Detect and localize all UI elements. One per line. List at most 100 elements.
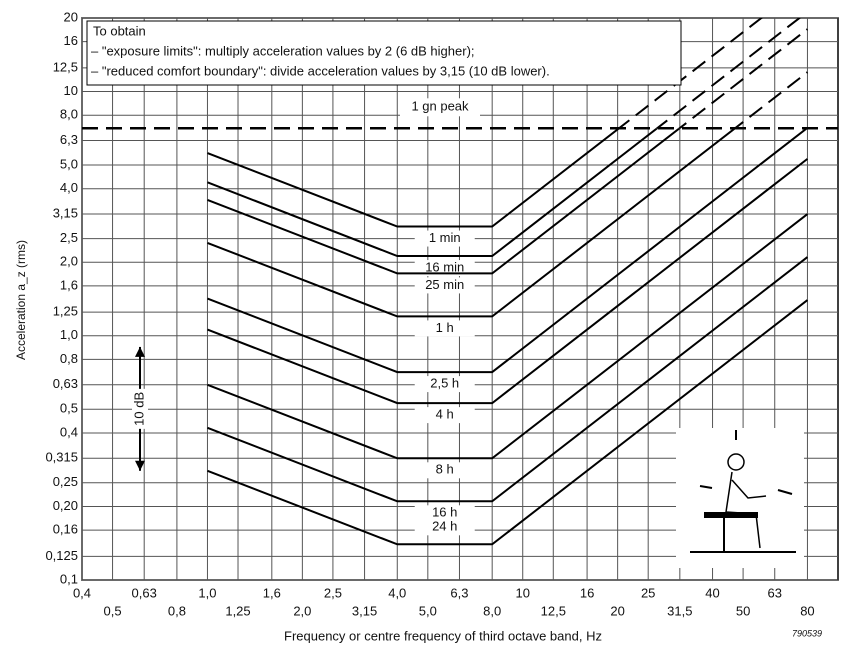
- x-tick-label: 1,25: [225, 603, 250, 618]
- x-tick-label: 6,3: [450, 585, 468, 600]
- curve: [207, 128, 621, 228]
- y-tick-label: 6,3: [60, 132, 78, 147]
- x-tick-label: 0,4: [73, 585, 91, 600]
- y-tick-label: 16: [64, 33, 78, 48]
- curve: [207, 128, 682, 275]
- x-tick-label: 50: [736, 603, 750, 618]
- x-tick-label: 20: [610, 603, 624, 618]
- arrow-head: [135, 346, 145, 357]
- y-tick-label: 0,20: [53, 498, 78, 513]
- y-tick-label: 0,1: [60, 571, 78, 586]
- x-tick-label: 16: [580, 585, 594, 600]
- y-tick-label: 0,4: [60, 424, 78, 439]
- y-tick-label: 2,5: [60, 230, 78, 245]
- curve-label-bg: [414, 277, 475, 294]
- y-tick-label: 8,0: [60, 107, 78, 122]
- curve-label-bg: [414, 320, 475, 337]
- curve-label-bg: [414, 260, 475, 277]
- x-tick-label: 80: [800, 603, 814, 618]
- x-axis-label: Frequency or centre frequency of third o…: [284, 628, 602, 643]
- x-tick-label: 40: [705, 585, 719, 600]
- y-tick-label: 12,5: [53, 59, 78, 74]
- curve-label: 16 min: [425, 259, 464, 274]
- x-tick-label: 3,15: [352, 603, 377, 618]
- y-tick-label: 0,8: [60, 351, 78, 366]
- y-tick-label: 4,0: [60, 180, 78, 195]
- curve-clip: [207, 213, 809, 460]
- y-tick-label: 0,125: [45, 548, 78, 563]
- curve-clip: [207, 256, 809, 503]
- x-tick-label: 0,5: [104, 603, 122, 618]
- y-tick-label: 10: [64, 83, 78, 98]
- curve-clip: [207, 71, 809, 318]
- y-tick-label: 0,16: [53, 522, 78, 537]
- x-tick-label: 5,0: [419, 603, 437, 618]
- y-tick-label: 20: [64, 9, 78, 24]
- curve-label: 4 h: [436, 407, 454, 422]
- x-tick-label: 8,0: [483, 603, 501, 618]
- curve-label: 16 h: [432, 505, 457, 520]
- y-tick-label: 1,6: [60, 277, 78, 292]
- note-line: – "exposure limits": multiply accelerati…: [91, 43, 475, 58]
- arrow-label: 10 dB: [131, 392, 146, 426]
- curve-clip: [207, 28, 809, 275]
- curve-clip: [207, 127, 809, 374]
- y-tick-label: 0,5: [60, 401, 78, 416]
- curve-clip: [207, 299, 809, 546]
- curve: [207, 213, 809, 460]
- arrow-head: [135, 460, 145, 471]
- curve-clip: [207, 18, 802, 258]
- y-tick-label: 0,315: [45, 450, 78, 465]
- curve: [207, 256, 809, 503]
- curve-label: 1 min: [429, 230, 461, 245]
- y-tick-label: 3,15: [53, 205, 78, 220]
- y-tick-label: 5,0: [60, 156, 78, 171]
- x-tick-label: 4,0: [388, 585, 406, 600]
- y-tick-label: 2,0: [60, 254, 78, 269]
- curve-label-bg: [414, 407, 475, 424]
- figure-code: 790539: [792, 628, 822, 638]
- arrow-label-bg: [132, 388, 148, 429]
- y-tick-label: 1,0: [60, 327, 78, 342]
- y-tick-label: 0,63: [53, 376, 78, 391]
- y-tick-label: 0,25: [53, 474, 78, 489]
- seated-person: [676, 428, 804, 568]
- x-tick-label: 31,5: [667, 603, 692, 618]
- peak-label-bg: [400, 98, 480, 117]
- x-tick-label: 10: [515, 585, 529, 600]
- note-box: [86, 20, 682, 86]
- curve: [207, 299, 809, 546]
- x-tick-label: 63: [768, 585, 782, 600]
- curve: [207, 158, 809, 405]
- curve-label: 2,5 h: [430, 376, 459, 391]
- x-tick-label: 0,8: [168, 603, 186, 618]
- x-tick-label: 1,0: [198, 585, 216, 600]
- curve-label: 8 h: [436, 462, 454, 477]
- curve: [207, 128, 737, 318]
- x-tick-label: 2,5: [324, 585, 342, 600]
- curve-label: 1 h: [436, 320, 454, 335]
- x-tick-label: 12,5: [541, 603, 566, 618]
- curve-clip: [207, 158, 809, 405]
- curve: [207, 128, 809, 374]
- curve-label: 24 h: [432, 519, 457, 534]
- curve-label-bg: [414, 376, 475, 393]
- curves: 1 gn peak 1 min 16 min 25 min 1 h 2,5 h 4 h 8 h…: [82, 18, 838, 546]
- x-tick-label: 0,63: [132, 585, 157, 600]
- y-tick-label: 1,25: [53, 304, 78, 319]
- curve-label-bg: [414, 230, 475, 247]
- curve-label-bg: [414, 462, 475, 479]
- note-line: – "reduced comfort boundary": divide acc…: [91, 63, 550, 78]
- curve-label-bg: [414, 505, 475, 522]
- y-axis-label: Acceleration a_z (rms): [14, 240, 28, 360]
- curve-label: 25 min: [425, 277, 464, 292]
- curve-clip: [207, 18, 764, 228]
- x-tick-label: 25: [641, 585, 655, 600]
- x-tick-label: 1,6: [263, 585, 281, 600]
- curve-label-bg: [414, 519, 475, 536]
- peak-label: 1 gn peak: [411, 99, 469, 114]
- note-line: To obtain: [93, 23, 146, 38]
- curve: [207, 128, 659, 258]
- x-tick-label: 2,0: [293, 603, 311, 618]
